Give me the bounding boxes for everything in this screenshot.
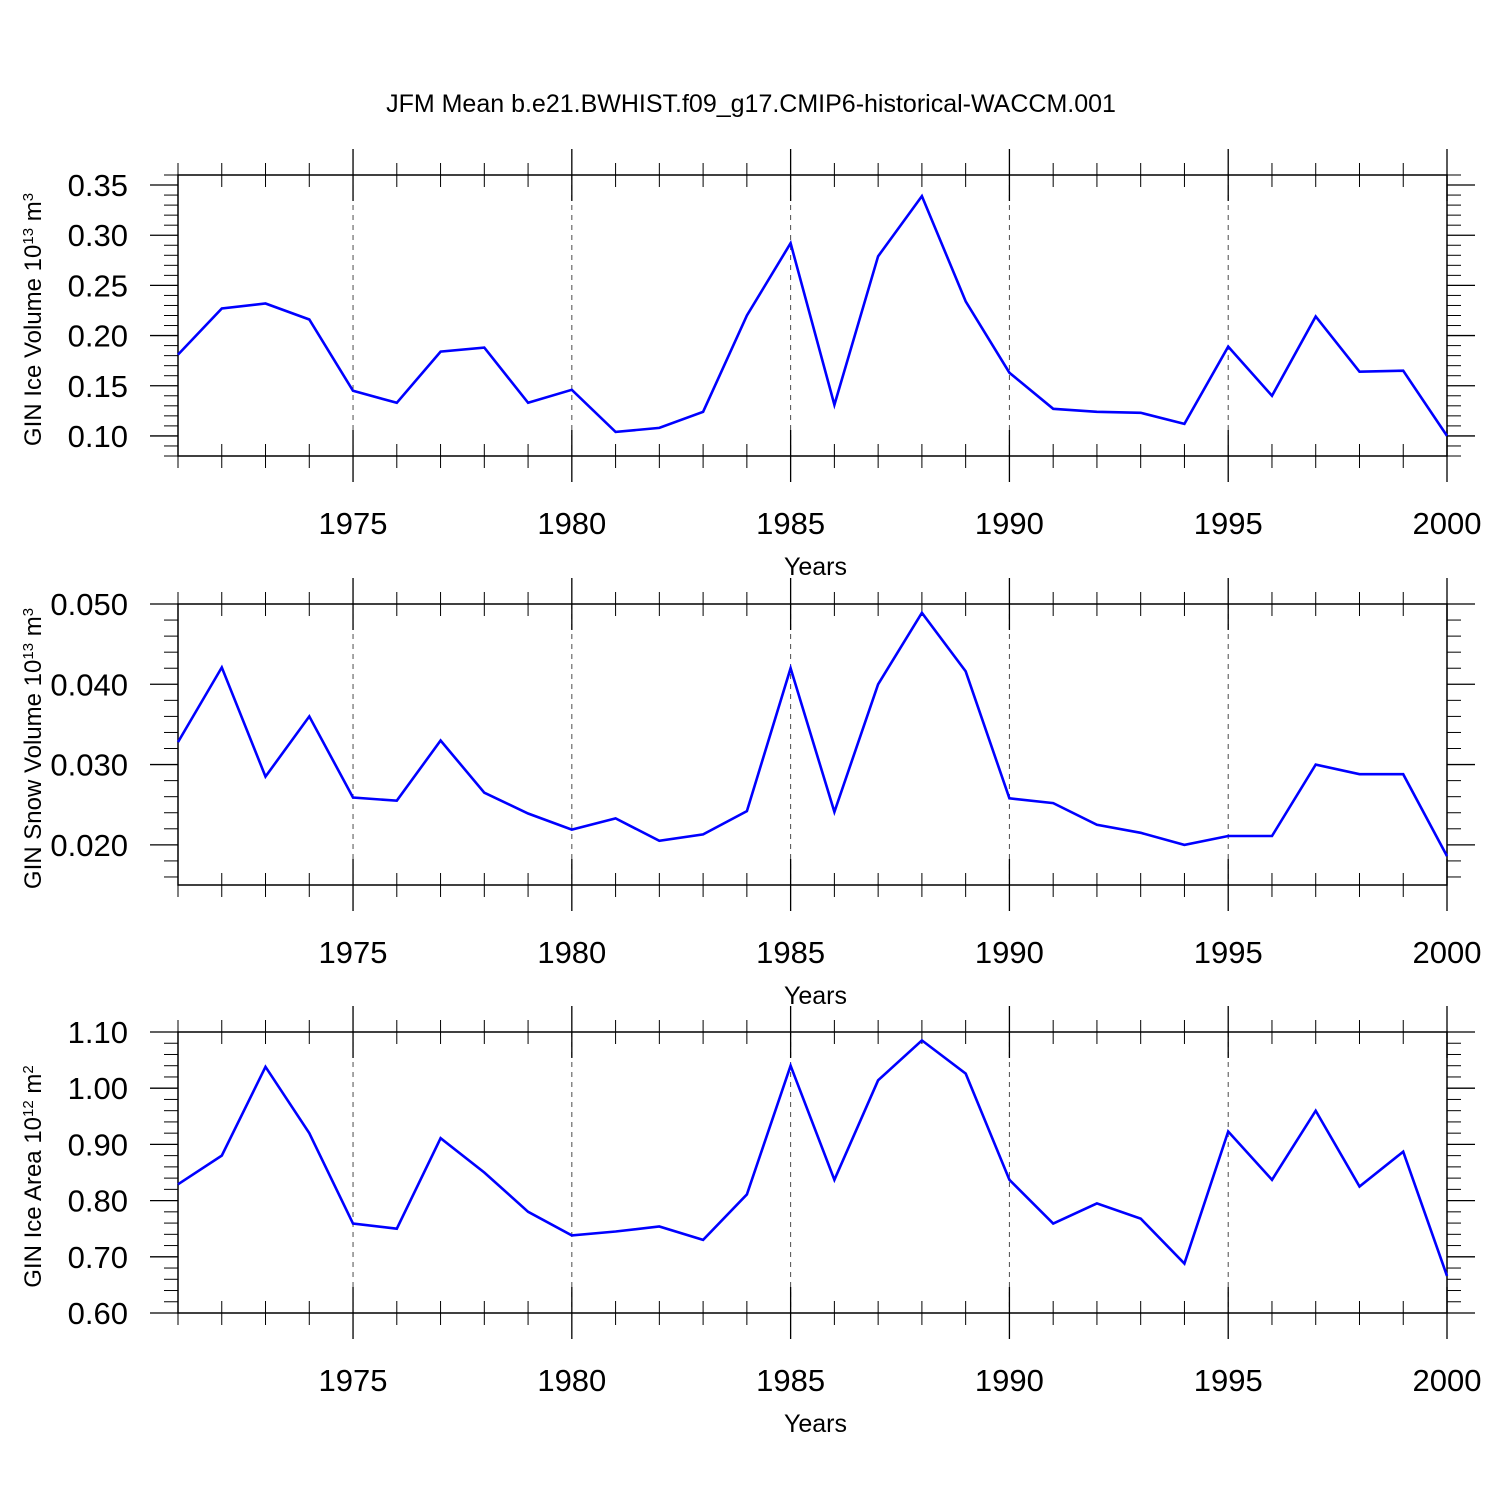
series-line: [177, 1038, 1449, 1277]
y-axis-label-pre: GIN Snow Volume 10: [20, 660, 47, 889]
x-tick-label: 1980: [537, 935, 606, 970]
y-axis-label-pre: GIN Ice Area 10: [20, 1117, 47, 1288]
x-tick-label: 1990: [975, 1363, 1044, 1398]
y-tick-label: 0.70: [68, 1240, 128, 1275]
x-tick-label: 2000: [1413, 1363, 1482, 1398]
y-tick-label: 0.050: [50, 587, 128, 622]
x-tick-label: 1980: [537, 1363, 606, 1398]
panel-3: 1975 1980 1985 1990 1995 2000 0.60 0.70 0.80 0.90…: [20, 1006, 1482, 1438]
y-axis-label-unit_exp: 2: [20, 1065, 37, 1073]
x-tick-label: 1995: [1194, 506, 1263, 541]
y-axis-label: GIN Ice Volume 1013 m3: [20, 193, 48, 446]
x-tick-label: 1995: [1194, 1363, 1263, 1398]
y-axis-label: GIN Snow Volume 1013 m3: [20, 608, 48, 889]
x-tick-label: 1975: [319, 935, 388, 970]
y-axis-label-exp: 13: [20, 643, 37, 660]
y-tick-label: 0.35: [68, 168, 128, 203]
y-axis-label-pre: GIN Ice Volume 10: [20, 245, 47, 446]
plot-frame: [177, 174, 1448, 457]
y-tick-label: 0.20: [68, 319, 128, 354]
y-tick-label: 1.10: [68, 1015, 128, 1050]
x-tick-label: 1990: [975, 506, 1044, 541]
y-axis-label-mid: m: [20, 201, 47, 228]
y-axis-label-unit_exp: 3: [20, 608, 37, 616]
panel-1: 1975 1980 1985 1990 1995 2000 0.10 0.15 0.20 0.25…: [20, 149, 1482, 581]
x-axis-label: Years: [784, 1410, 847, 1438]
y-tick-label: 0.25: [68, 268, 128, 303]
x-tick-label: 1975: [319, 506, 388, 541]
chart-title: JFM Mean b.e21.BWHIST.f09_g17.CMIP6-hist…: [386, 90, 1116, 118]
y-tick-label: 0.020: [50, 828, 128, 863]
y-axis-label-mid: m: [20, 1074, 47, 1101]
x-tick-label: 1985: [756, 935, 825, 970]
x-tick-label: 1980: [537, 506, 606, 541]
series-line: [176, 610, 1449, 857]
x-tick-label: 1990: [975, 935, 1044, 970]
x-axis-label: Years: [784, 553, 847, 581]
x-tick-label: 1985: [756, 506, 825, 541]
y-tick-label: 0.030: [50, 748, 128, 783]
plot-frame: [177, 1031, 1448, 1314]
x-tick-label: 1995: [1194, 935, 1263, 970]
panel-2: 1975 1980 1985 1990 1995 2000 0.020 0.030 0.040 0…: [20, 578, 1482, 1010]
x-tick-label: 1975: [319, 1363, 388, 1398]
y-tick-label: 0.15: [68, 369, 128, 404]
plot-frame: [177, 603, 1448, 886]
y-tick-label: 0.10: [68, 419, 128, 454]
y-tick-label: 1.00: [68, 1071, 128, 1106]
y-axis-label-mid: m: [20, 616, 47, 643]
x-tick-label: 2000: [1413, 506, 1482, 541]
series-line: [177, 193, 1449, 437]
chart-panels: 1975 1980 1985 1990 1995 2000 0.10 0.15 0.20 0.25…: [20, 149, 1482, 1438]
y-axis-label-unit_exp: 3: [20, 193, 37, 201]
y-axis-label-exp: 13: [20, 228, 37, 245]
y-tick-label: 0.90: [68, 1127, 128, 1162]
y-tick-label: 0.30: [68, 218, 128, 253]
x-tick-label: 2000: [1413, 935, 1482, 970]
y-tick-label: 0.60: [68, 1296, 128, 1331]
x-axis-label: Years: [784, 982, 847, 1010]
x-tick-label: 1985: [756, 1363, 825, 1398]
y-axis-label-exp: 12: [20, 1100, 37, 1117]
y-tick-label: 0.040: [50, 667, 128, 702]
y-tick-label: 0.80: [68, 1184, 128, 1219]
y-axis-label: GIN Ice Area 1012 m2: [20, 1065, 48, 1287]
